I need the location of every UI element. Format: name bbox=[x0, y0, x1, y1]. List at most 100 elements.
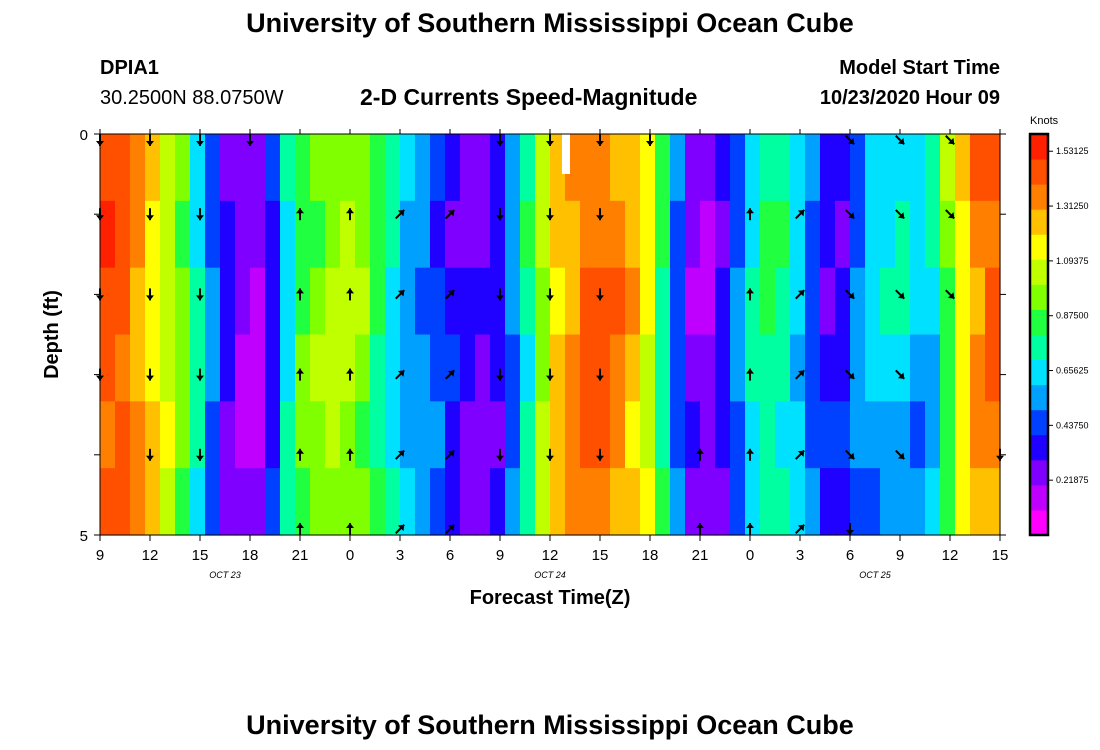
arrow-head bbox=[646, 141, 654, 146]
arrow-head bbox=[797, 524, 805, 532]
heatmap-cell bbox=[100, 267, 116, 336]
arrow-head bbox=[847, 372, 855, 379]
now-marker bbox=[562, 134, 570, 174]
colorbar-segment bbox=[1030, 334, 1048, 361]
heatmap-cell bbox=[205, 468, 221, 536]
heatmap-cell bbox=[730, 468, 746, 536]
heatmap-cell bbox=[145, 267, 161, 336]
heatmap-cell bbox=[670, 134, 686, 202]
heatmap-cell bbox=[415, 401, 431, 469]
current-arrows bbox=[96, 134, 1004, 535]
arrow-head bbox=[146, 295, 154, 301]
heatmap-cell bbox=[730, 267, 746, 336]
heatmap-cell bbox=[325, 134, 341, 202]
heatmap-cell bbox=[820, 267, 836, 336]
heatmap-cell bbox=[445, 267, 461, 336]
heatmap-cell bbox=[985, 200, 1001, 269]
heatmap-cell bbox=[145, 401, 161, 469]
heatmap-cell bbox=[640, 468, 656, 536]
current-arrow bbox=[845, 449, 855, 460]
heatmap-cell bbox=[265, 200, 281, 269]
heatmap-cell bbox=[400, 134, 416, 202]
heatmap-cell bbox=[805, 267, 821, 336]
heatmap-cell bbox=[430, 334, 446, 402]
colorbar-unit-label: Knots bbox=[1030, 115, 1059, 127]
heatmap-cell bbox=[595, 334, 611, 402]
heatmap-cell bbox=[130, 267, 146, 336]
current-arrow bbox=[395, 449, 405, 460]
heatmap-cell bbox=[880, 200, 896, 269]
current-arrow bbox=[196, 134, 204, 146]
heatmap-cell bbox=[550, 267, 566, 336]
chart-title: 2-D Currents Speed-Magnitude bbox=[360, 84, 698, 110]
heatmap-cell bbox=[370, 200, 386, 269]
heatmap-cell bbox=[460, 267, 476, 336]
heatmap-cell bbox=[505, 401, 521, 469]
heatmap-cell bbox=[265, 468, 281, 536]
heatmap-cell bbox=[625, 134, 641, 202]
heatmap-cell bbox=[160, 401, 176, 469]
current-arrow bbox=[196, 208, 204, 221]
heatmap-cell bbox=[520, 401, 536, 469]
heatmap-cell bbox=[430, 200, 446, 269]
heatmap-cell bbox=[340, 334, 356, 402]
heatmap-cell bbox=[415, 267, 431, 336]
heatmap-cell bbox=[880, 267, 896, 336]
heatmap-cell bbox=[535, 134, 551, 202]
station-id: DPIA1 bbox=[100, 57, 159, 79]
current-arrow bbox=[296, 208, 304, 221]
heatmap-cell bbox=[460, 468, 476, 536]
heatmap-cell bbox=[205, 200, 221, 269]
heatmap-cell bbox=[595, 134, 611, 202]
heatmap-cell bbox=[115, 468, 131, 536]
heatmap-cell bbox=[760, 267, 776, 336]
heatmap-cell bbox=[985, 267, 1001, 336]
heatmap-cell bbox=[415, 334, 431, 402]
heatmap-cell bbox=[460, 134, 476, 202]
arrow-head bbox=[847, 452, 855, 460]
heatmap-cell bbox=[655, 468, 671, 536]
heatmap-cell bbox=[955, 267, 971, 336]
arrow-head bbox=[346, 288, 354, 294]
heatmap-cell bbox=[595, 401, 611, 469]
colorbar-border bbox=[1028, 132, 1050, 537]
current-arrow bbox=[746, 448, 754, 461]
heatmap-cell bbox=[250, 468, 266, 536]
heatmap-cell bbox=[910, 267, 926, 336]
heatmap-cell bbox=[625, 468, 641, 536]
heatmap-cell bbox=[145, 468, 161, 536]
heatmap-cell bbox=[130, 200, 146, 269]
heatmap-cell bbox=[220, 267, 236, 336]
heatmap-cell bbox=[700, 334, 716, 402]
x-tick-label: 15 bbox=[992, 547, 1009, 564]
heatmap-cell bbox=[490, 267, 506, 336]
heatmap-cell bbox=[445, 468, 461, 536]
heatmap-cell bbox=[175, 468, 191, 536]
heatmap-cell bbox=[250, 200, 266, 269]
current-arrow bbox=[795, 369, 805, 380]
heatmap-cell bbox=[325, 267, 341, 336]
current-arrow bbox=[746, 288, 754, 301]
y-tick-label: 0 bbox=[80, 127, 88, 144]
heatmap-cell bbox=[295, 334, 311, 402]
heatmap-cell bbox=[415, 468, 431, 536]
arrow-head bbox=[496, 141, 504, 146]
heatmap-cell bbox=[880, 468, 896, 536]
heatmap-cell bbox=[385, 134, 401, 202]
heatmap-cell bbox=[790, 334, 806, 402]
heatmap-cell bbox=[355, 468, 371, 536]
heatmap-cell bbox=[745, 267, 761, 336]
heatmap-cell bbox=[970, 134, 986, 202]
current-arrow bbox=[646, 134, 654, 146]
heatmap-cell bbox=[730, 200, 746, 269]
station-coords: 30.2500N 88.0750W bbox=[100, 87, 284, 109]
heatmap-cell bbox=[385, 401, 401, 469]
heatmap-cell bbox=[295, 401, 311, 469]
page-title: University of Southern Mississippi Ocean… bbox=[246, 8, 854, 38]
heatmap-cell bbox=[340, 200, 356, 269]
colorbar-segment bbox=[1030, 459, 1048, 486]
heatmap-cell bbox=[280, 134, 296, 202]
x-tick-label: 18 bbox=[242, 547, 259, 564]
heatmap-cell bbox=[895, 334, 911, 402]
heatmap-cell bbox=[385, 334, 401, 402]
